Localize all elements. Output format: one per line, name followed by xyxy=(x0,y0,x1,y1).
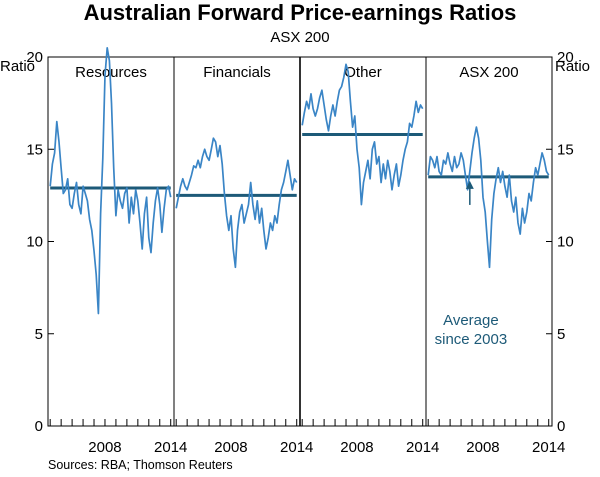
y-tick-label-right: 20 xyxy=(557,49,574,66)
x-tick-label: 2008 xyxy=(340,439,373,456)
series-line xyxy=(427,126,550,269)
panel-title: Resources xyxy=(75,64,147,81)
panel-titles: Resources Financials Other ASX 200 xyxy=(75,64,518,81)
x-tick-label: 2014 xyxy=(280,439,313,456)
panel-title: Financials xyxy=(203,64,271,81)
panel-title: Other xyxy=(344,64,382,81)
y-tick-label-right: 15 xyxy=(557,141,574,158)
panel-title: ASX 200 xyxy=(459,64,518,81)
x-tick-label: 2008 xyxy=(214,439,247,456)
y-tick-label-left: 0 xyxy=(35,418,43,435)
annotation-arrowhead xyxy=(465,180,474,189)
average-annotation: Average since 2003 xyxy=(435,180,508,348)
y-tick-label-left: 10 xyxy=(26,234,43,251)
annotation-text: since 2003 xyxy=(435,331,508,348)
x-tick-label: 2014 xyxy=(154,439,187,456)
series-line xyxy=(175,137,298,269)
y-axis-right-labels: 0 5 10 15 20 xyxy=(557,49,574,435)
x-tick-label: 2014 xyxy=(532,439,565,456)
series-lines xyxy=(49,46,550,315)
y-axis-left-labels: 0 5 10 15 20 xyxy=(26,49,43,435)
x-tick-label: 2008 xyxy=(88,439,121,456)
x-tick-label: 2014 xyxy=(406,439,439,456)
y-tick-label-left: 20 xyxy=(26,49,43,66)
y-tick-label-right: 10 xyxy=(557,234,574,251)
y-tick-label-right: 5 xyxy=(557,326,565,343)
series-line xyxy=(301,63,424,206)
annotation-text: Average xyxy=(443,312,499,329)
y-tick-label-left: 15 xyxy=(26,141,43,158)
y-axis-right-title: Ratio xyxy=(555,58,590,75)
panel-dividers xyxy=(173,57,427,426)
x-tick-label: 2008 xyxy=(466,439,499,456)
y-axis-left-title: Ratio xyxy=(0,58,35,75)
chart-subtitle: ASX 200 xyxy=(270,29,330,46)
average-lines xyxy=(50,132,549,197)
source-note: Sources: RBA; Thomson Reuters xyxy=(48,458,233,472)
y-axis-ticks xyxy=(48,56,552,427)
x-minor-ticks xyxy=(49,419,550,426)
y-tick-label-left: 5 xyxy=(35,326,43,343)
y-tick-label-right: 0 xyxy=(557,418,565,435)
x-axis-labels: 2008 2014 2008 2014 2008 2014 2008 2014 xyxy=(88,439,565,456)
series-line xyxy=(49,46,172,315)
chart-title: Australian Forward Price-earnings Ratios xyxy=(83,0,517,25)
